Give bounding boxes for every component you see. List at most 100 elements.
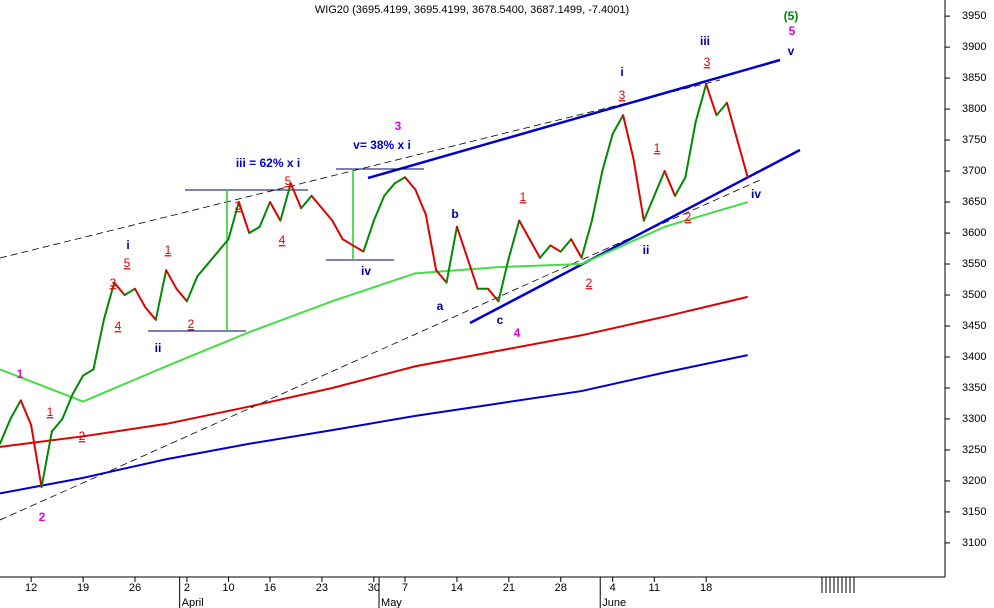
wave-label: b [451, 207, 458, 221]
price-segment [134, 287, 147, 309]
y-tick-label: 3150 [962, 506, 986, 518]
wave-label: 1 [654, 141, 661, 155]
x-tick-label: 30 [368, 582, 380, 594]
wave-label: 2 [39, 510, 46, 524]
price-segment [279, 182, 292, 222]
price-segment [715, 101, 728, 117]
wave-label: 1 [165, 243, 172, 257]
price-segment [642, 194, 656, 222]
price-segment [154, 269, 168, 321]
price-segment [694, 83, 708, 123]
wave-label: iv [361, 264, 371, 278]
price-segment [590, 170, 604, 222]
wave-label: 5 [124, 256, 131, 270]
price-segment [705, 83, 718, 117]
price-segment [393, 176, 406, 185]
x-tick-label: 28 [555, 582, 567, 594]
price-segment [424, 213, 438, 272]
x-tick-label: 2 [184, 582, 190, 594]
price-segment [30, 424, 43, 489]
price-segment [352, 244, 365, 253]
trend-line [0, 79, 721, 259]
price-segment [144, 306, 157, 321]
x-tick-label: 26 [129, 582, 141, 594]
x-tick-label: 4 [610, 582, 616, 594]
wave-label: 5 [285, 174, 292, 188]
wave-label: c [497, 313, 504, 327]
price-segment [362, 219, 375, 253]
price-segment [518, 219, 531, 241]
price-segment [237, 201, 251, 235]
wave-label: v= 38% x i [353, 138, 411, 152]
price-segment [165, 269, 178, 290]
x-tick-label: 21 [503, 582, 515, 594]
price-segment [82, 368, 95, 377]
y-tick-label: 3800 [962, 103, 986, 115]
price-segment [466, 256, 479, 290]
price-segment [196, 263, 209, 278]
y-tick-label: 3550 [962, 258, 986, 270]
wave-label: 4 [279, 233, 286, 247]
price-segment [50, 417, 64, 433]
price-segment [102, 281, 116, 321]
x-tick-label: 12 [25, 582, 37, 594]
wave-label: ii [155, 341, 162, 355]
price-segment [123, 287, 136, 297]
month-label: May [381, 597, 402, 608]
price-segment [269, 201, 282, 222]
wave-label: 4 [115, 319, 122, 333]
wave-label: 5 [789, 24, 796, 38]
x-tick-label: 11 [649, 582, 660, 594]
price-segment [175, 287, 188, 303]
price-segment [19, 399, 33, 427]
wave-label: i [620, 65, 623, 79]
chart-title: WIG20 (3695.4199, 3695.4199, 3678.5400, … [315, 4, 629, 16]
x-tick-label: 10 [222, 582, 234, 594]
price-segment [528, 238, 541, 259]
y-tick-label: 3750 [962, 134, 986, 146]
y-tick-label: 3950 [962, 10, 986, 22]
moving-average [0, 201, 748, 403]
price-segment [570, 238, 583, 259]
x-tick-label: 23 [316, 582, 328, 594]
y-tick-label: 3500 [962, 289, 986, 301]
wave-label: 3 [395, 119, 402, 133]
wave-label: (5) [784, 9, 799, 23]
price-segment [9, 399, 22, 420]
month-label: June [602, 597, 626, 608]
price-segment [113, 281, 126, 297]
wave-label: iii [700, 34, 710, 48]
x-tick-label: 7 [402, 582, 408, 594]
y-tick-label: 3600 [962, 227, 986, 239]
price-segment [40, 430, 53, 489]
wave-label: iv [751, 187, 761, 201]
y-tick-label: 3400 [962, 351, 986, 363]
price-segment [435, 269, 448, 284]
y-tick-label: 3650 [962, 196, 986, 208]
x-tick-label: 16 [264, 582, 276, 594]
wave-label: 3 [619, 88, 626, 102]
price-segment [185, 275, 199, 303]
y-tick-label: 3200 [962, 475, 986, 487]
y-tick-label: 3250 [962, 444, 986, 456]
price-segment [539, 244, 552, 259]
price-segment [320, 207, 334, 222]
price-segment [414, 188, 427, 216]
wave-label: v [788, 44, 795, 58]
price-segment [331, 219, 344, 241]
price-segment [341, 238, 355, 247]
wave-label: i [126, 238, 129, 252]
price-segment [601, 132, 614, 173]
wave-label: 1 [17, 367, 24, 381]
price-segment [684, 120, 697, 179]
price-segment [300, 194, 313, 210]
y-tick-label: 3100 [962, 537, 986, 549]
y-tick-label: 3700 [962, 165, 986, 177]
wave-label: 1 [520, 190, 527, 204]
x-tick-label: 19 [77, 582, 89, 594]
y-tick-label: 3900 [962, 41, 986, 53]
wave-label: 3 [110, 276, 117, 290]
price-segment [227, 201, 240, 241]
price-segment [206, 250, 220, 266]
